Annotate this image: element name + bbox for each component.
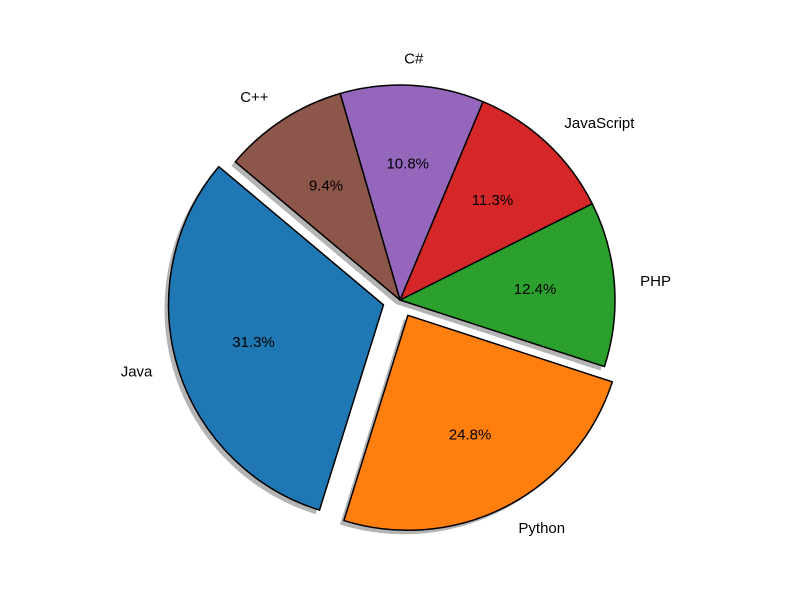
pie-slice-percent: 24.8%	[449, 427, 492, 444]
pie-wedges: 31.3% Java 24.8% Python 12.4% PHP 11.3% JavaScr…	[121, 51, 671, 538]
pie-slice-label: C#	[404, 51, 424, 68]
pie-slice-percent: 9.4%	[309, 177, 343, 194]
pie-slice-percent: 12.4%	[514, 281, 557, 298]
pie-slice-label: Java	[121, 364, 153, 381]
pie-slice-label: PHP	[640, 273, 671, 290]
pie-slice-percent: 10.8%	[386, 156, 429, 173]
pie-slice-label: Python	[518, 520, 565, 537]
pie-slice-label: C++	[240, 89, 269, 106]
pie-slice-percent: 31.3%	[232, 334, 275, 351]
pie-slice-percent: 11.3%	[472, 192, 513, 209]
pie-slice-label: JavaScript	[564, 115, 635, 132]
pie-chart-container: 31.3% Java 24.8% Python 12.4% PHP 11.3% JavaScr…	[0, 0, 800, 600]
pie-chart-svg: 31.3% Java 24.8% Python 12.4% PHP 11.3% JavaScr…	[0, 0, 800, 600]
